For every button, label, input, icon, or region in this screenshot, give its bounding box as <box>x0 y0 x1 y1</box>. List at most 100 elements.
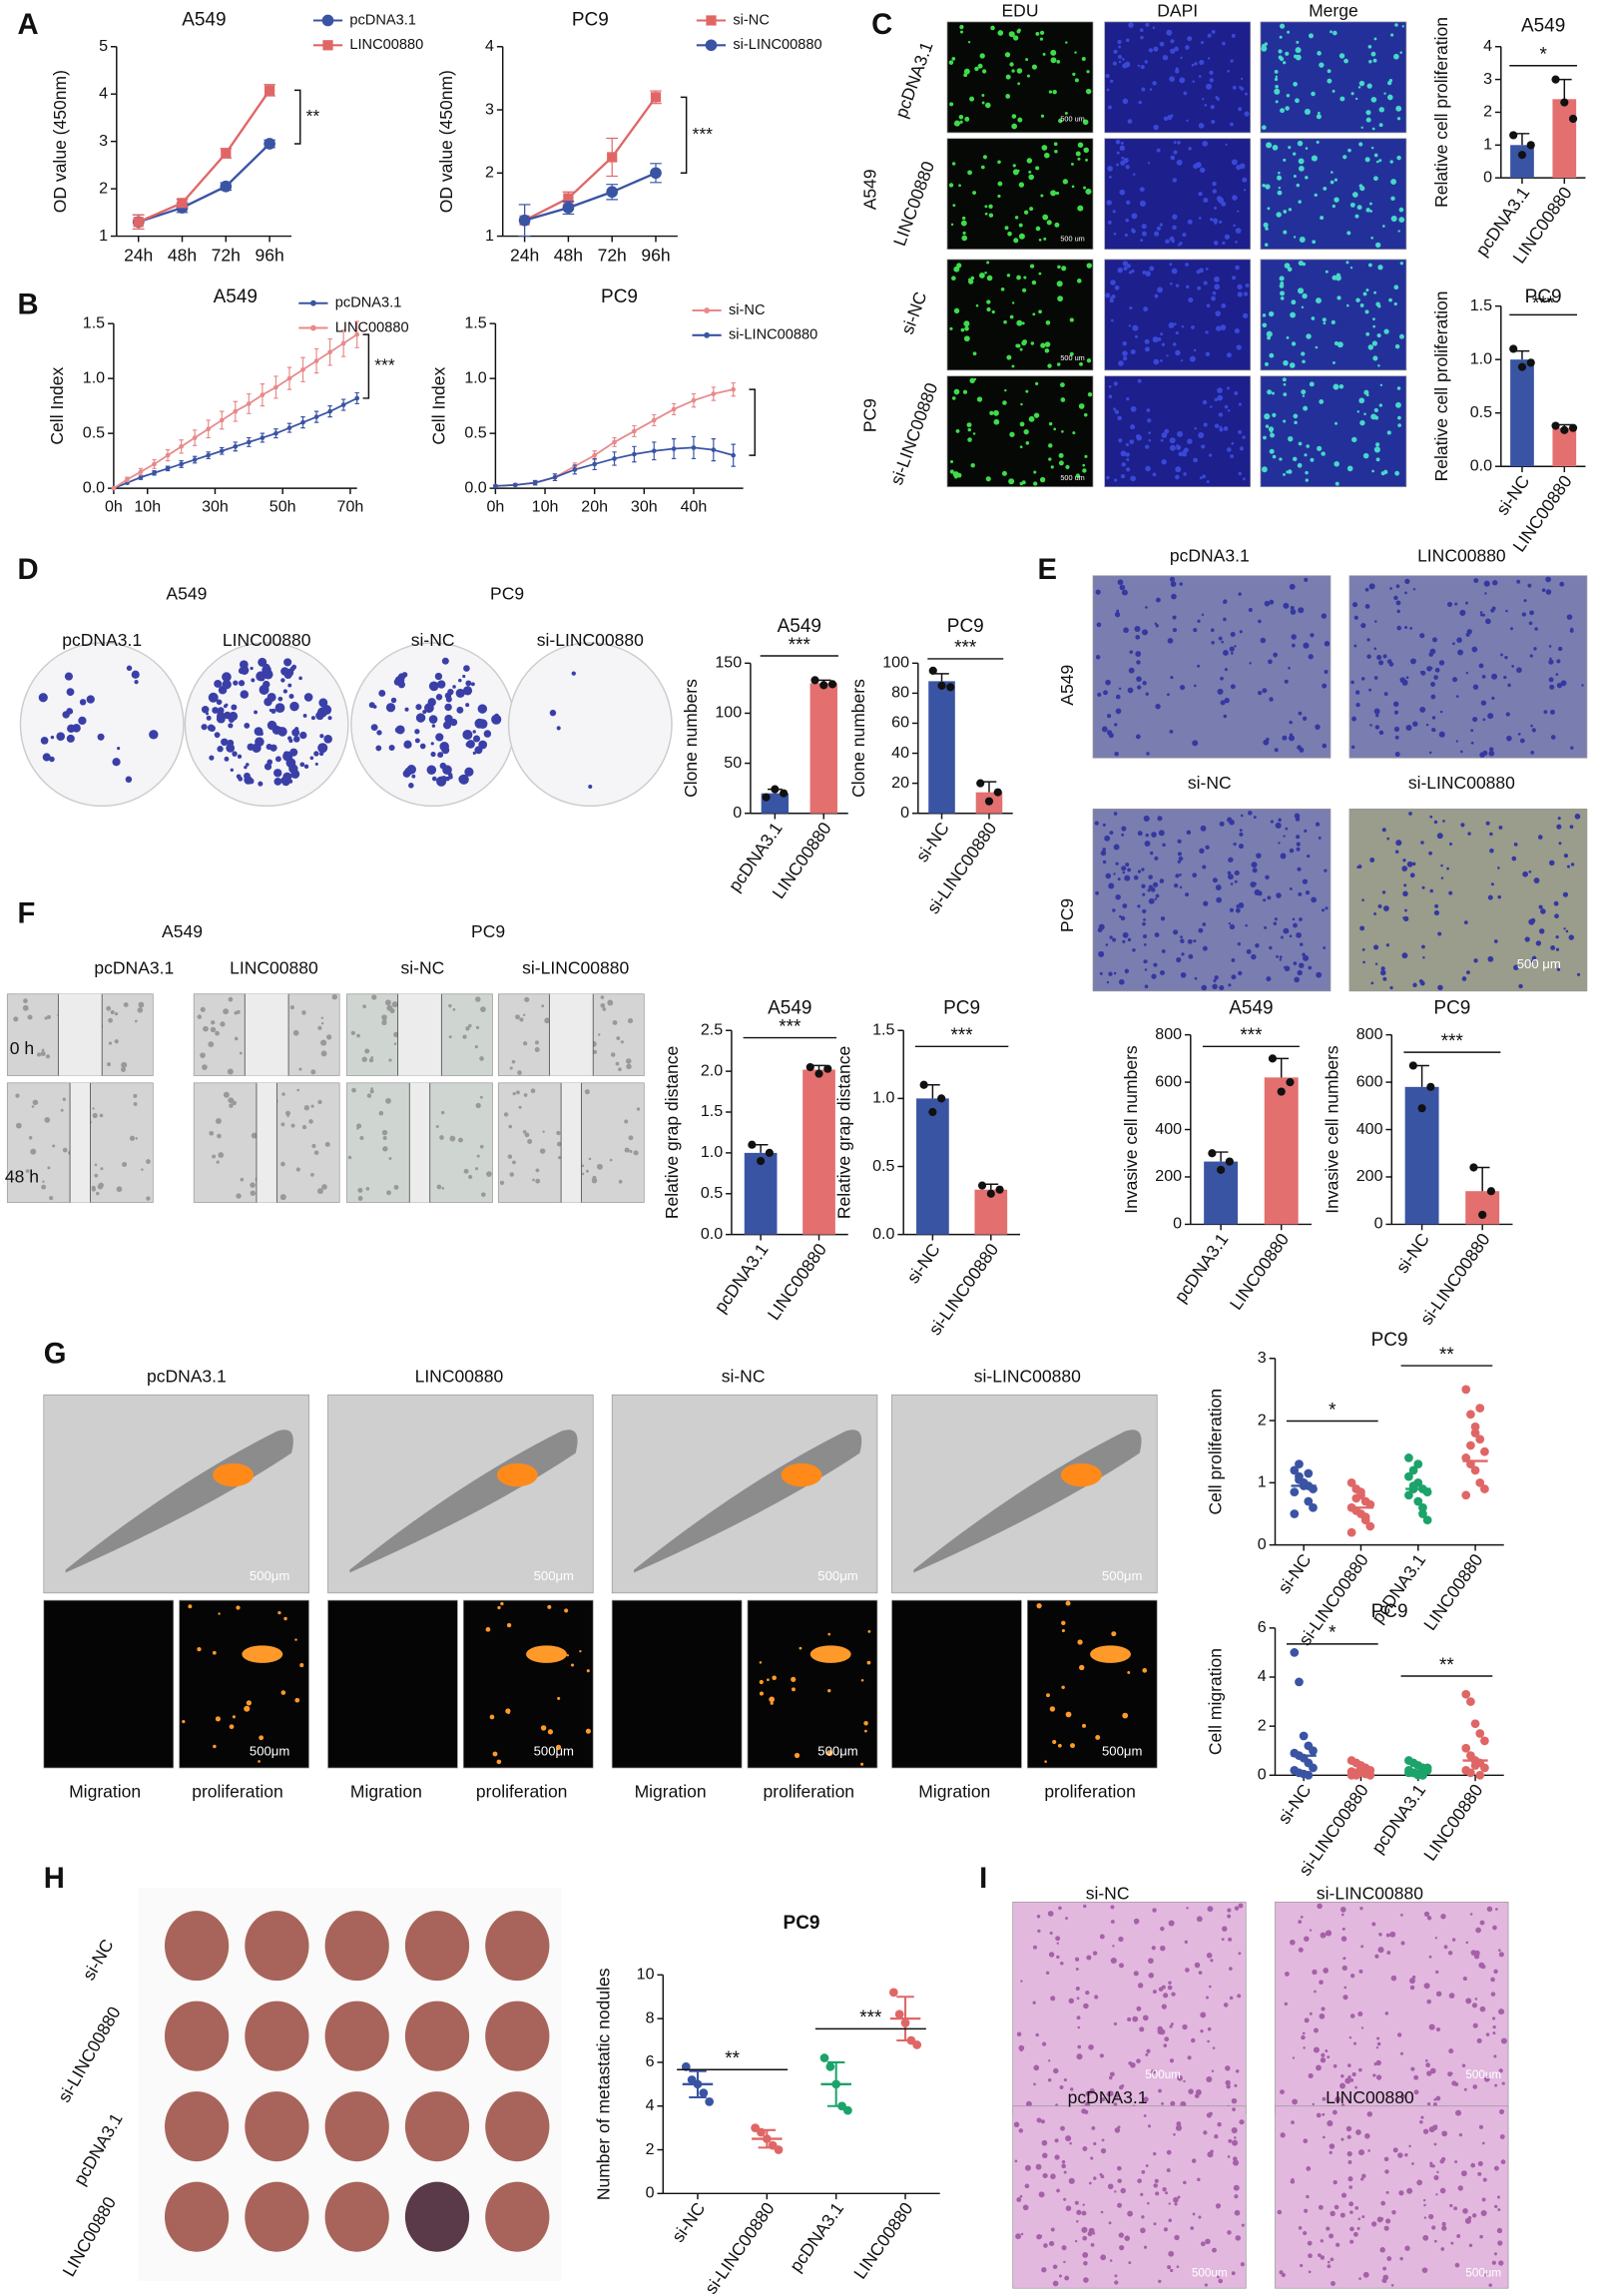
image-texture <box>1280 295 1285 300</box>
image-texture <box>1161 342 1166 346</box>
image-texture <box>1202 399 1208 405</box>
image-texture <box>1356 205 1362 211</box>
error-bar <box>689 2069 707 2098</box>
image-texture <box>1048 2059 1051 2062</box>
image-texture <box>1327 2264 1332 2269</box>
image-texture <box>1450 2071 1453 2075</box>
image-texture <box>1005 94 1011 99</box>
image-texture <box>1009 431 1015 437</box>
image-texture <box>1435 1991 1442 1998</box>
image-texture <box>393 1042 397 1045</box>
image-texture <box>1085 88 1092 95</box>
image-texture <box>618 1179 623 1184</box>
image-texture <box>1049 1706 1056 1712</box>
image-texture <box>1238 429 1243 434</box>
image-texture <box>1261 45 1268 52</box>
image-texture <box>1324 641 1331 647</box>
image-texture <box>1228 857 1234 862</box>
image-texture <box>1116 609 1120 613</box>
image-texture <box>1285 106 1290 111</box>
image-texture <box>1233 2184 1240 2191</box>
image-texture <box>1137 869 1142 873</box>
image-texture <box>1136 2058 1141 2063</box>
image-texture <box>1398 333 1404 339</box>
image-texture <box>1298 165 1305 172</box>
colony <box>414 738 420 744</box>
image-texture <box>1548 677 1554 683</box>
image-texture <box>1483 580 1490 587</box>
image-texture <box>1341 1927 1345 1931</box>
image-texture <box>1300 942 1304 946</box>
data-point <box>984 797 994 806</box>
image-texture <box>1429 888 1433 893</box>
point <box>152 470 157 476</box>
image-texture <box>1372 317 1375 321</box>
image-texture <box>1214 276 1220 283</box>
image-texture <box>1556 659 1561 664</box>
image-texture <box>212 1154 217 1159</box>
colony <box>232 751 238 757</box>
image-texture <box>121 1066 127 1072</box>
image-texture <box>1302 262 1306 267</box>
data-point <box>919 1080 928 1089</box>
image-texture <box>1114 751 1119 757</box>
image-texture <box>1058 2274 1062 2278</box>
data-point <box>1551 421 1560 430</box>
image-texture <box>515 1090 520 1095</box>
data-point <box>1418 1770 1427 1780</box>
y-tick-label: 4 <box>99 84 108 102</box>
image-texture <box>1145 2164 1149 2167</box>
y-tick-label: 1.0 <box>1470 349 1492 367</box>
image-texture <box>1033 481 1038 486</box>
image-texture <box>1321 2007 1326 2011</box>
image-texture <box>1359 419 1365 426</box>
image-texture <box>1112 210 1116 214</box>
image-texture <box>1374 242 1381 249</box>
chart-title: A549 <box>182 9 226 30</box>
image-texture <box>1321 2052 1326 2057</box>
image-texture <box>1113 407 1117 411</box>
image-texture <box>1183 447 1189 453</box>
tumor-signal <box>242 1645 283 1663</box>
image-texture <box>1283 927 1290 934</box>
image-texture <box>1093 2176 1097 2180</box>
image-texture <box>1316 140 1320 144</box>
image-texture <box>977 63 983 69</box>
image-texture <box>1491 696 1495 700</box>
image-texture <box>1342 155 1347 160</box>
image-texture <box>1498 2108 1505 2114</box>
image-texture <box>609 1158 613 1162</box>
data-point <box>1517 151 1527 160</box>
image-texture <box>1493 2252 1497 2256</box>
image-texture <box>1113 872 1116 875</box>
image-texture <box>1035 381 1039 386</box>
image-texture <box>1114 285 1120 290</box>
x-tick-label: si-NC <box>1274 1780 1315 1827</box>
image-texture <box>1490 1992 1496 1997</box>
y-tick-label: 4 <box>485 37 494 55</box>
image-texture <box>1375 713 1379 718</box>
image-texture <box>1117 877 1121 881</box>
image-texture <box>138 1001 145 1008</box>
image-texture <box>1152 336 1159 343</box>
image-texture <box>1076 279 1082 284</box>
image-texture <box>1221 1938 1225 1942</box>
image-texture <box>1234 1906 1240 1911</box>
image-texture <box>1302 359 1306 364</box>
image-texture <box>1283 61 1287 65</box>
image-texture <box>1152 1990 1157 1995</box>
image-texture <box>146 1159 151 1164</box>
colony <box>403 740 412 749</box>
image-texture <box>1048 457 1052 461</box>
image-texture <box>1372 2073 1376 2077</box>
image-texture <box>1221 302 1227 308</box>
image-texture <box>1558 842 1562 846</box>
point <box>165 452 171 458</box>
image-texture <box>1479 2234 1483 2239</box>
image-texture <box>1557 817 1561 821</box>
image-texture <box>1114 2190 1117 2193</box>
image-texture <box>1282 735 1288 741</box>
data-point <box>705 2096 715 2106</box>
image-texture <box>1522 870 1528 877</box>
image-texture <box>1489 848 1494 854</box>
